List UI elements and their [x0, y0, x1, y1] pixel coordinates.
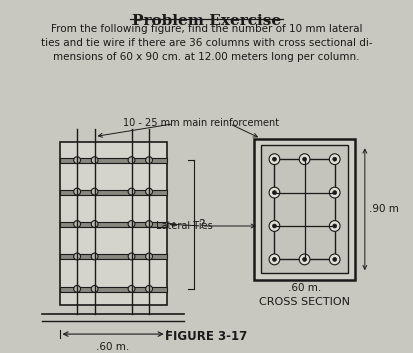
- Circle shape: [74, 188, 81, 195]
- Circle shape: [91, 188, 98, 195]
- Bar: [254, 138, 355, 280]
- Circle shape: [74, 286, 81, 292]
- Text: .90 m: .90 m: [369, 204, 399, 214]
- Text: FIGURE 3-17: FIGURE 3-17: [165, 330, 247, 343]
- Circle shape: [333, 157, 337, 161]
- Circle shape: [269, 187, 280, 198]
- Bar: [261, 145, 348, 273]
- Circle shape: [333, 257, 337, 261]
- Bar: [59, 222, 166, 227]
- Circle shape: [303, 257, 306, 261]
- Circle shape: [329, 187, 340, 198]
- Circle shape: [146, 286, 152, 292]
- Circle shape: [128, 286, 135, 292]
- Circle shape: [269, 221, 280, 232]
- Circle shape: [329, 154, 340, 164]
- Circle shape: [128, 188, 135, 195]
- Text: 10 - 25 mm main reinforcement: 10 - 25 mm main reinforcement: [123, 118, 279, 128]
- Circle shape: [91, 221, 98, 227]
- Bar: [59, 255, 166, 259]
- Text: From the following figure, find the number of 10 mm lateral
ties and tie wire if: From the following figure, find the numb…: [40, 24, 372, 61]
- Circle shape: [146, 188, 152, 195]
- Circle shape: [329, 254, 340, 265]
- Bar: [59, 190, 166, 195]
- Circle shape: [91, 157, 98, 163]
- Bar: [59, 158, 166, 163]
- Bar: [59, 287, 166, 292]
- Circle shape: [273, 157, 276, 161]
- Circle shape: [329, 221, 340, 232]
- Circle shape: [269, 154, 280, 164]
- Text: CROSS SECTION: CROSS SECTION: [259, 297, 350, 307]
- Text: ?: ?: [198, 218, 204, 231]
- Circle shape: [91, 286, 98, 292]
- Circle shape: [74, 157, 81, 163]
- Circle shape: [273, 257, 276, 261]
- Circle shape: [303, 157, 306, 161]
- Circle shape: [128, 221, 135, 227]
- Circle shape: [273, 191, 276, 195]
- Circle shape: [91, 253, 98, 260]
- Circle shape: [74, 221, 81, 227]
- Circle shape: [269, 254, 280, 265]
- Bar: [275, 159, 335, 259]
- Circle shape: [128, 157, 135, 163]
- Circle shape: [333, 191, 337, 195]
- Circle shape: [333, 224, 337, 228]
- Text: Lateral Ties: Lateral Ties: [156, 221, 212, 231]
- Bar: [59, 143, 166, 305]
- Circle shape: [146, 221, 152, 227]
- Text: Problem Exercise: Problem Exercise: [132, 14, 281, 28]
- Circle shape: [299, 154, 310, 164]
- Text: .60 m.: .60 m.: [97, 342, 130, 352]
- Circle shape: [146, 157, 152, 163]
- Circle shape: [273, 224, 276, 228]
- Circle shape: [299, 254, 310, 265]
- Circle shape: [146, 253, 152, 260]
- Circle shape: [74, 253, 81, 260]
- Circle shape: [128, 253, 135, 260]
- Text: .60 m.: .60 m.: [288, 283, 321, 293]
